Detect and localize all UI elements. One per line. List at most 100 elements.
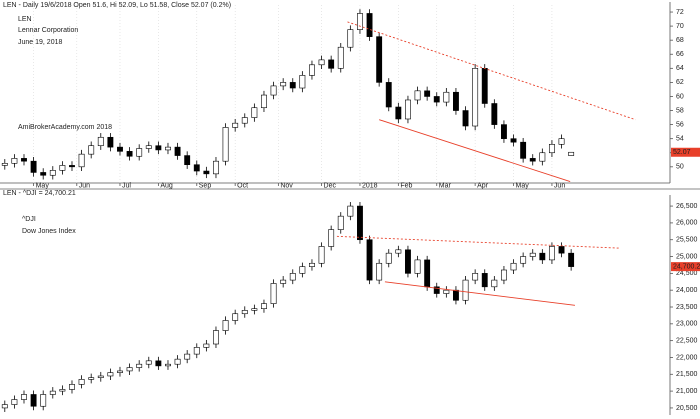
y-tick-label: 56 — [676, 121, 684, 128]
annotation: Lennar Corporation — [18, 27, 78, 34]
y-tick-label: 26,000 — [676, 220, 698, 227]
candle-body — [1, 404, 8, 409]
candle-body — [11, 158, 18, 164]
candle-body — [40, 172, 47, 176]
candle-body — [472, 273, 479, 281]
y-tick-label: 25,500 — [676, 237, 698, 244]
candle-body — [453, 289, 459, 301]
candle-body — [145, 360, 152, 365]
x-tick-label: Dec — [324, 182, 337, 189]
candle-body — [520, 141, 527, 159]
candle-body — [165, 363, 171, 367]
candle-body — [30, 160, 37, 173]
candle-body — [117, 370, 123, 373]
y-tick-label: 23,500 — [676, 304, 698, 311]
candle-body — [472, 68, 479, 127]
candle-body — [357, 205, 363, 241]
candle-body — [241, 117, 248, 124]
candle-body — [213, 160, 219, 175]
candle-body — [414, 90, 421, 101]
candle-body — [289, 273, 296, 281]
candle-body — [328, 59, 335, 69]
y-tick-label: 58 — [676, 107, 684, 114]
candle-body — [443, 289, 450, 294]
candle-body — [462, 110, 469, 127]
candle-body — [11, 399, 18, 405]
candle-body — [136, 363, 143, 368]
y-tick-label: 68 — [676, 37, 684, 44]
candle-body — [232, 122, 239, 128]
candle-body — [49, 390, 56, 395]
candle-body — [126, 367, 133, 372]
x-tick-label: Jun — [554, 182, 565, 189]
y-tick-label: 24,000 — [676, 287, 698, 294]
x-tick-label: Apr — [477, 182, 489, 189]
candle-body — [510, 262, 517, 271]
candle-body — [529, 252, 536, 257]
candle-body — [59, 389, 66, 392]
candle-body — [385, 82, 392, 108]
candle-body — [88, 377, 95, 380]
candle-body — [539, 252, 546, 261]
y-tick-label: 50 — [676, 164, 684, 171]
y-tick-label: 21,500 — [676, 371, 698, 378]
candle-body — [261, 303, 267, 309]
candle-body — [376, 36, 383, 83]
x-tick-label: 2018 — [362, 182, 378, 189]
candle-body — [222, 320, 229, 331]
last-value-box — [671, 262, 700, 272]
candle-body — [184, 353, 191, 360]
candle-body — [184, 155, 191, 166]
candle-body — [318, 59, 325, 66]
candle-body — [385, 252, 392, 264]
candle-body — [491, 103, 498, 125]
x-tick-label: Jul — [122, 182, 131, 189]
candle-body — [49, 170, 56, 176]
pane-header: LEN - ^DJI = 24,700.21 — [3, 190, 76, 197]
candle-body — [107, 136, 114, 148]
candle-body — [568, 252, 575, 267]
candle-body — [289, 82, 296, 89]
trend-line — [384, 281, 576, 306]
candle-body — [97, 375, 104, 378]
candle-body — [337, 46, 344, 69]
candle-body — [405, 99, 411, 120]
candle-body — [481, 273, 488, 288]
candle-body — [280, 279, 287, 284]
annotation: LEN — [18, 16, 32, 23]
candle-body — [414, 259, 421, 274]
candle-body — [203, 343, 210, 348]
candle-body — [309, 64, 315, 76]
candle-body — [376, 262, 383, 281]
candle-body — [69, 384, 75, 390]
candle-body — [433, 286, 440, 294]
candle-body — [117, 146, 123, 152]
y-tick-label: 23,000 — [676, 321, 698, 328]
candle-body — [241, 310, 248, 315]
candle-body — [270, 85, 277, 96]
x-tick-label: Mar — [439, 182, 452, 189]
y-tick-label: 62 — [676, 79, 684, 86]
candle-body — [193, 164, 200, 172]
candle-body — [155, 360, 162, 367]
candle-body — [328, 229, 335, 247]
last-value-box — [671, 147, 700, 157]
trend-line — [347, 21, 636, 121]
x-tick-label: Feb — [400, 182, 412, 189]
candle-body — [453, 91, 459, 111]
candle-body — [529, 158, 536, 162]
candle-body — [520, 256, 527, 264]
candle-body — [69, 165, 75, 168]
candle-body — [21, 158, 27, 162]
candle-body — [548, 246, 555, 261]
candle-body — [424, 259, 431, 288]
y-tick-label: 24,500 — [676, 270, 698, 277]
candle-body — [222, 127, 229, 162]
last-value-label: 52.07 — [673, 149, 691, 156]
candle-body — [501, 269, 507, 281]
candle-body — [318, 246, 325, 264]
candle-body — [88, 145, 95, 155]
candle-body — [548, 144, 555, 154]
candle-body — [97, 136, 104, 147]
